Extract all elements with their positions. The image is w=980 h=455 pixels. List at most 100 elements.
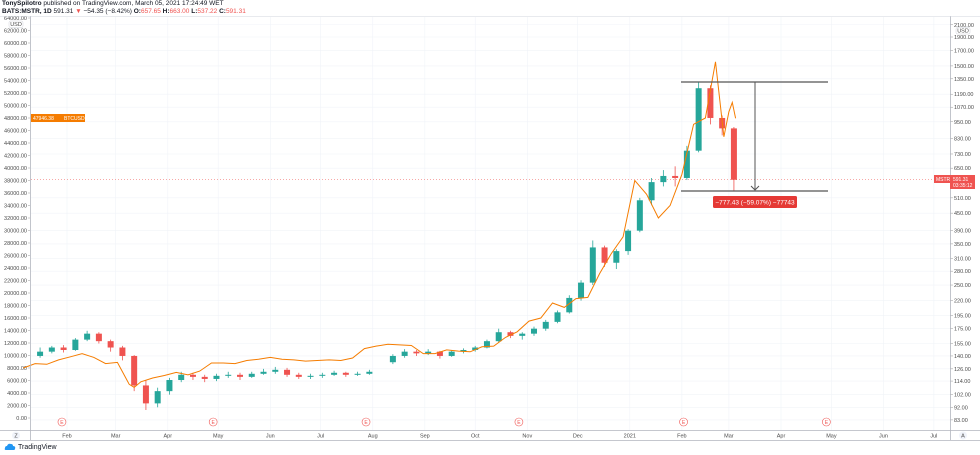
left-tick-label: 22000.00 bbox=[4, 279, 27, 285]
candle[interactable] bbox=[48, 345, 55, 354]
candle[interactable] bbox=[166, 377, 173, 395]
time-tick-label: Jul bbox=[930, 434, 937, 440]
down-arrow-icon: ▼ bbox=[75, 8, 82, 15]
candle-body bbox=[48, 347, 55, 352]
earnings-marker[interactable]: E bbox=[822, 417, 831, 427]
left-tick-label: 18000.00 bbox=[4, 304, 27, 310]
candle[interactable] bbox=[119, 345, 126, 361]
candle[interactable] bbox=[295, 372, 302, 379]
tradingview-logo[interactable]: TradingView bbox=[4, 443, 57, 451]
candle[interactable] bbox=[272, 366, 279, 374]
price-chart[interactable]: 0.00 2000.00 4000.00 6000.00 8000.00 10000.00… bbox=[0, 0, 980, 442]
time-tick-label: Sep bbox=[420, 434, 430, 440]
earnings-marker[interactable]: E bbox=[679, 417, 688, 427]
candle[interactable] bbox=[331, 370, 338, 376]
candle[interactable] bbox=[519, 332, 526, 340]
candle[interactable] bbox=[507, 330, 514, 339]
candle-body bbox=[519, 333, 526, 336]
candle[interactable] bbox=[319, 372, 326, 378]
left-tick-label: 52000.00 bbox=[4, 91, 27, 97]
candle[interactable] bbox=[189, 372, 196, 381]
candle[interactable] bbox=[342, 371, 349, 377]
settings-button[interactable]: Z bbox=[12, 431, 20, 440]
candle[interactable] bbox=[60, 345, 67, 353]
candle-body bbox=[507, 332, 514, 336]
btcusd-line[interactable] bbox=[23, 61, 737, 389]
candle[interactable] bbox=[566, 295, 573, 314]
candle[interactable] bbox=[625, 229, 632, 255]
time-tick-label: Feb bbox=[677, 434, 686, 440]
candle[interactable] bbox=[213, 373, 220, 382]
candle[interactable] bbox=[460, 348, 467, 354]
candle-body bbox=[248, 373, 255, 377]
earnings-icon bbox=[514, 417, 524, 427]
candle[interactable] bbox=[201, 374, 208, 383]
right-tick-label: 126.00 bbox=[954, 367, 971, 373]
candle[interactable] bbox=[660, 170, 667, 187]
candle[interactable] bbox=[601, 245, 608, 267]
candle-body bbox=[460, 349, 467, 352]
right-tick-label: 140.00 bbox=[954, 354, 971, 360]
right-tick-label: 2100.00 bbox=[954, 23, 974, 29]
earnings-marker[interactable]: E bbox=[57, 417, 67, 427]
candle[interactable] bbox=[413, 349, 420, 356]
left-tick-label: 0.00 bbox=[16, 416, 27, 422]
candle[interactable] bbox=[237, 372, 243, 381]
candle[interactable] bbox=[648, 177, 655, 206]
candle[interactable] bbox=[284, 367, 291, 377]
time-tick-label: Feb bbox=[62, 434, 71, 440]
candle[interactable] bbox=[84, 330, 91, 342]
candle[interactable] bbox=[354, 371, 361, 376]
candle[interactable] bbox=[248, 371, 255, 378]
candle-body bbox=[566, 297, 573, 313]
candle[interactable] bbox=[589, 240, 596, 286]
candle[interactable] bbox=[730, 127, 737, 192]
candle[interactable] bbox=[131, 355, 138, 392]
earnings-marker[interactable]: E bbox=[361, 417, 371, 427]
candle[interactable] bbox=[613, 249, 620, 270]
candle-body bbox=[154, 391, 161, 404]
candle[interactable] bbox=[107, 339, 114, 352]
right-tick-label: 102.00 bbox=[954, 393, 971, 399]
measure-tool[interactable]: −777.43 (−59.07%) −77743 bbox=[681, 81, 828, 208]
candle[interactable] bbox=[142, 380, 149, 410]
author[interactable]: TonySpilotro bbox=[2, 0, 42, 7]
earnings-icon bbox=[361, 417, 371, 427]
candle[interactable] bbox=[72, 338, 79, 351]
close-value: 591.31 bbox=[225, 8, 246, 15]
candle[interactable] bbox=[260, 368, 267, 375]
right-price-axis[interactable]: 83.00 92.00 102.00 114.00 126.00 140.00 155.00… bbox=[950, 23, 974, 424]
right-tick-label: 510.00 bbox=[954, 196, 971, 202]
candle-body bbox=[284, 369, 291, 375]
candle[interactable] bbox=[495, 328, 502, 343]
candle-body bbox=[72, 339, 79, 350]
candle[interactable] bbox=[472, 345, 479, 352]
candle[interactable] bbox=[531, 326, 537, 336]
earnings-marker[interactable]: E bbox=[208, 417, 218, 427]
auto-scale-button[interactable]: A bbox=[959, 431, 967, 440]
candle[interactable] bbox=[366, 369, 373, 375]
candle[interactable] bbox=[636, 197, 643, 233]
candle[interactable] bbox=[425, 349, 432, 356]
time-tick-label: May bbox=[826, 434, 837, 440]
candle[interactable] bbox=[672, 166, 679, 187]
candle[interactable] bbox=[554, 310, 561, 324]
candle[interactable] bbox=[95, 332, 102, 344]
candle[interactable] bbox=[37, 347, 44, 358]
candle[interactable] bbox=[154, 387, 161, 408]
candle[interactable] bbox=[578, 280, 585, 301]
candle[interactable] bbox=[401, 349, 408, 358]
right-tick-label: 1900.00 bbox=[954, 35, 974, 41]
candle[interactable] bbox=[695, 82, 702, 153]
right-tick-label: 220.00 bbox=[954, 299, 971, 305]
left-tick-label: 12000.00 bbox=[4, 341, 27, 347]
candle[interactable] bbox=[225, 371, 232, 378]
candle[interactable] bbox=[448, 349, 455, 357]
candle[interactable] bbox=[389, 354, 396, 365]
candle[interactable] bbox=[542, 319, 549, 331]
left-tick-label: 6000.00 bbox=[7, 379, 27, 385]
left-price-axis[interactable]: 0.00 2000.00 4000.00 6000.00 8000.00 10000.00… bbox=[4, 16, 30, 422]
time-axis[interactable]: Feb Mar Apr May Jun Jul Aug Sep Oct Nov Dec 2021 Feb… bbox=[62, 434, 937, 440]
earnings-marker[interactable]: E bbox=[514, 417, 524, 427]
candle[interactable] bbox=[307, 373, 314, 379]
